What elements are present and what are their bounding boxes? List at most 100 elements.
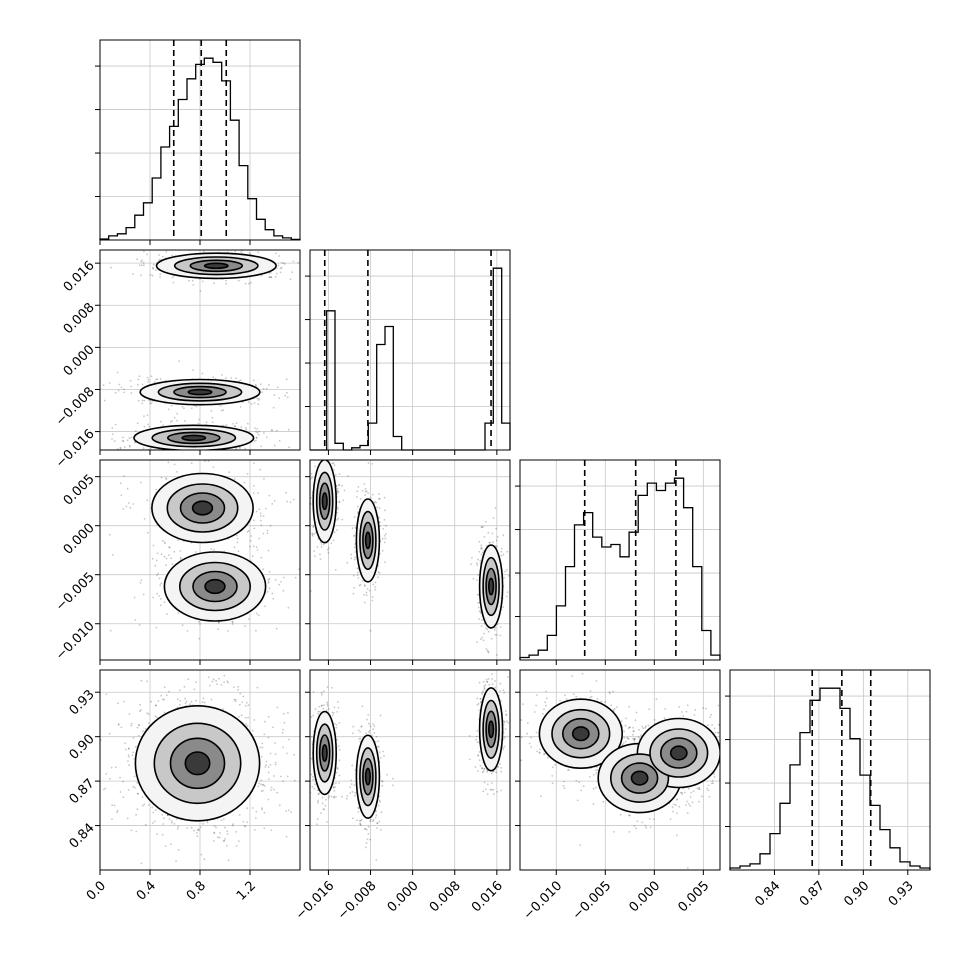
sample-dot [204,245,206,247]
sample-dot [178,704,181,706]
sample-dot [370,819,372,821]
sample-dot [261,808,263,811]
sample-dot [311,532,314,535]
sample-dot [156,552,159,555]
sample-dot [384,561,386,564]
sample-dot [499,634,502,637]
sample-dot [337,745,340,747]
sample-dot [354,551,357,553]
sample-dot [326,703,329,706]
sample-dot [503,577,505,579]
sample-dot [260,755,263,758]
sample-dot [326,686,329,688]
sample-dot [166,613,168,615]
sample-dot [152,596,155,599]
sample-dot [128,437,131,440]
sample-dot [282,746,285,749]
sample-dot [237,550,240,552]
sample-dot [146,253,149,256]
sample-dot [108,382,111,384]
sample-dot [198,829,201,832]
sample-dot [130,829,133,832]
sample-dot [354,794,356,797]
sample-dot [173,667,175,669]
sample-dot [213,825,216,827]
sample-dot [183,685,186,688]
sample-dot [353,574,355,577]
sample-dot [495,654,498,656]
sample-dot [146,499,149,502]
sample-dot [167,454,169,456]
sample-dot [149,447,152,450]
sample-dot [268,272,271,274]
sample-dot [343,489,346,492]
sample-dot [178,689,181,692]
sample-dot [265,764,268,767]
sample-dot [378,799,381,802]
sample-dot [375,501,378,504]
sample-dot [169,420,172,423]
sample-dot [336,519,338,521]
sample-dot [320,704,323,707]
sample-dot [236,541,239,544]
sample-dot [175,860,178,862]
sample-dot [235,831,238,833]
sample-dot [487,651,490,654]
sample-dot [137,734,140,737]
sample-dot [129,506,132,509]
sample-dot [259,468,262,471]
sample-dot [307,539,309,541]
sample-dot [342,499,345,502]
sample-dot [201,280,204,283]
sample-dot [243,481,246,484]
sample-dot [306,725,308,727]
sample-dot [123,475,125,477]
sample-dot [185,700,188,703]
sample-dot [353,535,355,537]
sample-dot [354,556,356,559]
sample-dot [231,620,234,623]
sample-dot [264,605,266,608]
sample-dot [147,423,149,426]
sample-dot [170,820,173,822]
sample-dot [170,843,172,846]
sample-dot [257,433,260,436]
sample-dot [322,544,325,546]
sample-dot [240,251,243,253]
sample-dot [271,503,274,505]
sample-dot [268,570,271,573]
sample-dot [275,252,277,255]
sample-dot [248,252,251,254]
sample-dot [320,812,322,814]
sample-dot [247,401,250,404]
sample-dot [297,245,299,247]
sample-dot [254,383,257,386]
sample-dot [190,700,193,703]
sample-dot [147,378,150,381]
sample-dot [56,438,58,440]
sample-dot [125,505,128,508]
sample-dot [269,764,272,766]
sample-dot [147,713,150,716]
sample-dot [361,489,364,492]
sample-dot [142,593,145,596]
sample-dot [144,823,147,826]
sample-dot [282,780,284,783]
sample-dot [263,432,265,434]
sample-dot [289,501,292,504]
sample-dot [256,686,259,689]
sample-dot [163,541,166,544]
sample-dot [247,704,250,706]
sample-dot [326,821,328,823]
sample-dot [168,554,170,557]
sample-dot [222,708,225,710]
sample-dot [168,690,170,693]
sample-dot [253,527,256,530]
sample-dot [336,458,338,460]
sample-dot [496,623,499,625]
sample-dot [116,811,118,814]
sample-dot [312,778,315,781]
sample-dot [337,508,339,510]
sample-dot [477,574,480,576]
sample-dot [332,539,335,542]
